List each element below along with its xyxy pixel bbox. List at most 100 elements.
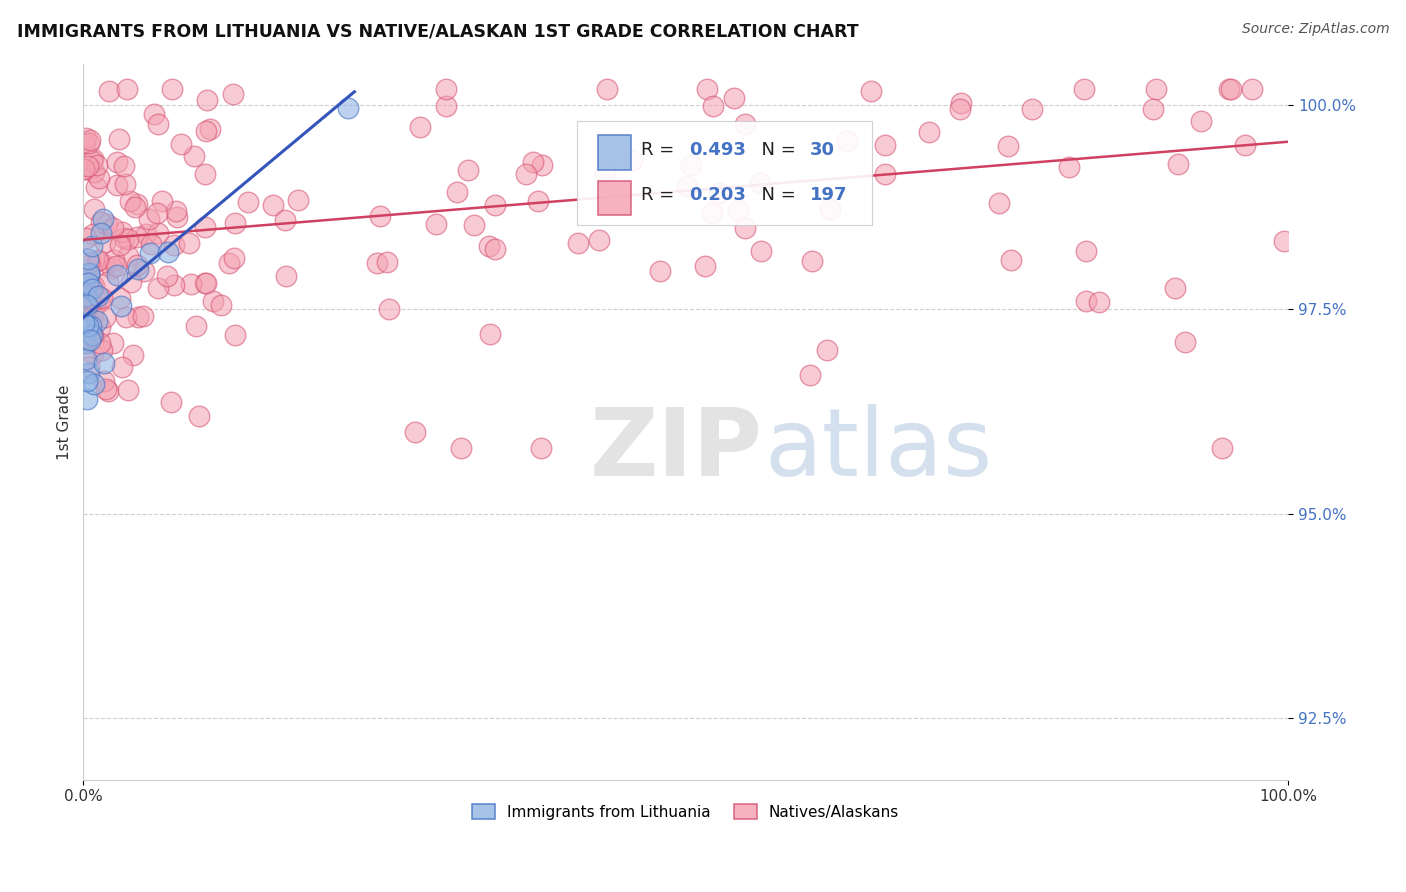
Point bbox=[75, 352, 97, 367]
Point bbox=[75, 336, 97, 351]
Point bbox=[162, 278, 184, 293]
Point bbox=[127, 310, 149, 324]
Point bbox=[120, 275, 142, 289]
Text: R =: R = bbox=[641, 141, 681, 159]
Point bbox=[522, 155, 544, 169]
Legend: Immigrants from Lithuania, Natives/Alaskans: Immigrants from Lithuania, Natives/Alask… bbox=[465, 797, 905, 826]
Point bbox=[90, 291, 112, 305]
Point bbox=[195, 123, 218, 137]
Point bbox=[80, 282, 103, 296]
Point bbox=[165, 203, 187, 218]
Point bbox=[187, 409, 209, 423]
Point bbox=[77, 255, 100, 269]
Point bbox=[222, 251, 245, 265]
Point bbox=[262, 198, 284, 212]
Point bbox=[76, 292, 98, 306]
Point bbox=[676, 179, 699, 194]
Point bbox=[156, 245, 179, 260]
Point bbox=[111, 359, 134, 374]
Y-axis label: 1st Grade: 1st Grade bbox=[58, 384, 72, 459]
Point bbox=[177, 235, 200, 250]
Point bbox=[73, 302, 96, 317]
Point bbox=[89, 170, 111, 185]
Point bbox=[224, 327, 246, 342]
Text: 0.493: 0.493 bbox=[689, 141, 747, 159]
Point bbox=[702, 99, 724, 113]
Point bbox=[83, 165, 105, 179]
Point bbox=[818, 202, 841, 217]
Point bbox=[202, 293, 225, 308]
Point bbox=[103, 252, 125, 267]
Point bbox=[567, 235, 589, 250]
Point bbox=[1167, 157, 1189, 171]
Point bbox=[148, 117, 170, 131]
Point bbox=[195, 93, 218, 107]
Point bbox=[146, 226, 169, 240]
FancyBboxPatch shape bbox=[598, 181, 631, 215]
Text: N =: N = bbox=[749, 186, 801, 204]
Point bbox=[75, 131, 97, 145]
Point bbox=[94, 310, 117, 325]
Point bbox=[434, 81, 457, 95]
Point bbox=[155, 269, 177, 284]
Point bbox=[79, 258, 101, 272]
Text: N =: N = bbox=[749, 141, 801, 159]
Point bbox=[77, 252, 100, 267]
Point bbox=[77, 275, 100, 289]
Point bbox=[588, 233, 610, 247]
Point bbox=[835, 134, 858, 148]
Point bbox=[799, 368, 821, 382]
Point bbox=[96, 217, 118, 231]
Point bbox=[131, 309, 153, 323]
Point bbox=[91, 211, 114, 226]
Point bbox=[127, 261, 149, 276]
Point bbox=[142, 107, 165, 121]
Point bbox=[734, 221, 756, 235]
Point bbox=[1000, 253, 1022, 268]
Point bbox=[105, 268, 128, 282]
Point bbox=[375, 255, 398, 269]
Point bbox=[366, 256, 388, 270]
Point bbox=[696, 81, 718, 95]
Point bbox=[110, 291, 132, 305]
Point bbox=[77, 276, 100, 290]
Point bbox=[73, 293, 96, 307]
Point bbox=[1144, 81, 1167, 95]
Point bbox=[110, 299, 132, 313]
Point bbox=[734, 117, 756, 131]
Point bbox=[138, 246, 160, 260]
Point bbox=[86, 314, 108, 328]
Point bbox=[530, 158, 553, 172]
Point bbox=[1174, 335, 1197, 350]
Text: Source: ZipAtlas.com: Source: ZipAtlas.com bbox=[1241, 22, 1389, 37]
Point bbox=[77, 291, 100, 305]
Point bbox=[86, 289, 108, 303]
Point bbox=[457, 162, 479, 177]
Point bbox=[114, 177, 136, 191]
Text: ZIP: ZIP bbox=[589, 404, 762, 497]
Point bbox=[77, 318, 100, 333]
Point bbox=[139, 237, 162, 252]
Point bbox=[337, 101, 360, 115]
Point bbox=[238, 194, 260, 209]
Point bbox=[117, 249, 139, 263]
Point bbox=[83, 278, 105, 293]
Point bbox=[79, 267, 101, 281]
Point bbox=[484, 198, 506, 212]
Point bbox=[1087, 295, 1109, 310]
Point bbox=[515, 167, 537, 181]
Point bbox=[997, 139, 1019, 153]
Point bbox=[198, 122, 221, 136]
Point bbox=[82, 152, 104, 166]
Point bbox=[76, 277, 98, 291]
Point bbox=[1074, 244, 1097, 258]
Point bbox=[274, 268, 297, 283]
Point bbox=[105, 260, 128, 274]
Point bbox=[76, 374, 98, 388]
Point bbox=[409, 120, 432, 134]
Point bbox=[77, 359, 100, 374]
Point bbox=[127, 197, 149, 211]
Point bbox=[749, 244, 772, 258]
Point bbox=[94, 235, 117, 250]
Point bbox=[76, 392, 98, 406]
